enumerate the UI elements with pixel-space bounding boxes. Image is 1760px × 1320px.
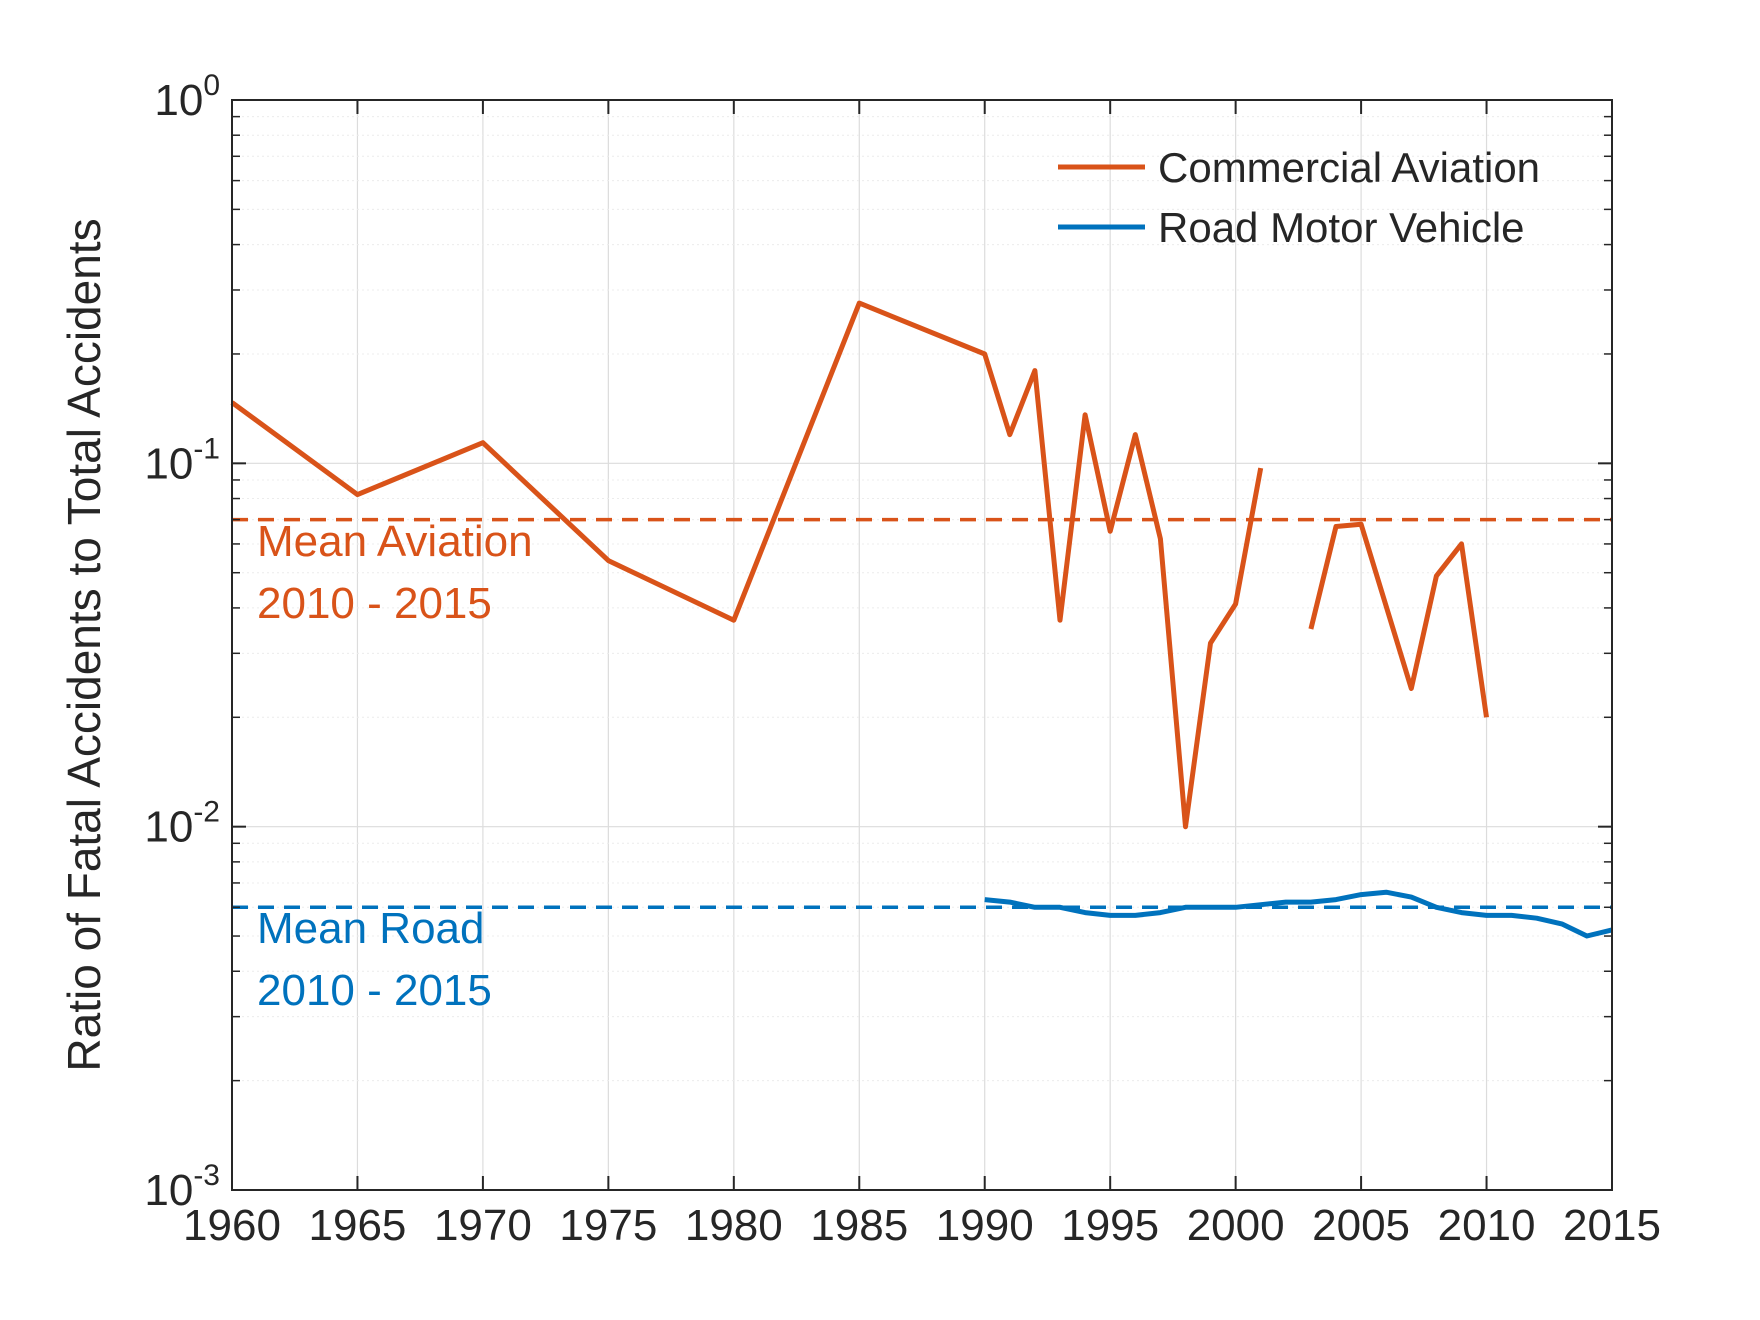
y-tick-label: 10-1	[144, 432, 220, 488]
x-tick-label: 1965	[309, 1201, 407, 1250]
x-tick-label: 1970	[434, 1201, 532, 1250]
y-axis-label: Ratio of Fatal Accidents to Total Accide…	[58, 218, 110, 1071]
y-tick-label: 10-2	[144, 796, 220, 852]
legend-label: Road Motor Vehicle	[1158, 204, 1525, 251]
x-tick-label: 2015	[1563, 1201, 1661, 1250]
x-ticks: 1960 1965 1970 1975 1980 1985 1990 1995 2000 2005…	[183, 100, 1661, 1250]
series-line	[230, 300, 1264, 830]
y-ticks: 10-3 10-2 10-1 100	[144, 69, 1612, 1215]
series-line	[1308, 521, 1489, 718]
y-tick-label: 10-3	[144, 1159, 220, 1215]
x-tick-label: 1960	[183, 1201, 281, 1250]
x-tick-label: 1980	[685, 1201, 783, 1250]
mean-annotation: Mean Road	[257, 904, 484, 953]
y-tick-label: 100	[154, 69, 220, 125]
x-tick-label: 1995	[1061, 1201, 1159, 1250]
x-tick-label: 1975	[559, 1201, 657, 1250]
mean-annotation: Mean Aviation	[257, 517, 533, 566]
legend-label: Commercial Aviation	[1158, 144, 1540, 191]
x-tick-label: 2000	[1187, 1201, 1285, 1250]
mean-annotation: 2010 - 2015	[257, 966, 492, 1015]
series-line	[984, 889, 1613, 939]
axes-box	[231, 99, 1613, 1191]
reference-lines	[232, 517, 1612, 910]
annotations: Mean Aviation 2010 - 2015 Mean Road 2010 - …	[257, 517, 533, 1015]
x-tick-label: 1990	[936, 1201, 1034, 1250]
x-tick-label: 2010	[1438, 1201, 1536, 1250]
mean-annotation: 2010 - 2015	[257, 579, 492, 628]
series	[230, 300, 1613, 939]
x-tick-label: 1985	[810, 1201, 908, 1250]
legend[interactable]: Commercial Aviation Road Motor Vehicle	[1058, 144, 1540, 251]
x-tick-label: 2005	[1312, 1201, 1410, 1250]
